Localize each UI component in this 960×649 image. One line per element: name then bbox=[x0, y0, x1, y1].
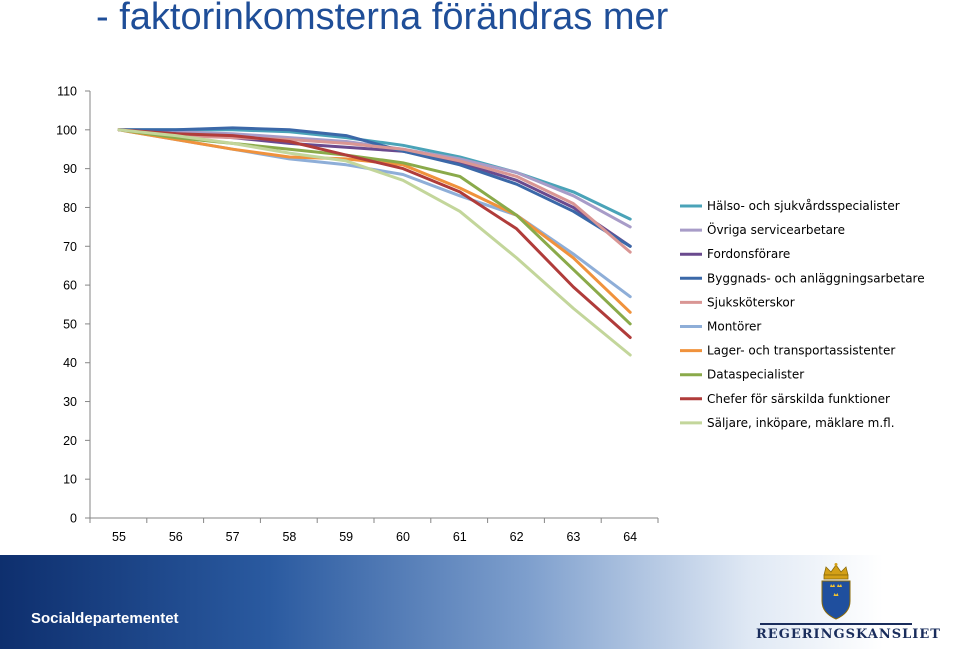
series-line-9 bbox=[117, 128, 632, 339]
legend-label: Säljare, inköpare, mäklare m.fl. bbox=[707, 416, 895, 430]
legend: Hälso- och sjukvårdsspecialister Övriga s… bbox=[680, 199, 925, 430]
series-lines bbox=[117, 126, 632, 357]
x-tick-label: 55 bbox=[112, 530, 126, 544]
y-tick-label: 0 bbox=[70, 512, 77, 526]
x-tick-label: 60 bbox=[396, 530, 410, 544]
x-tick-label: 57 bbox=[226, 530, 240, 544]
department-label: Socialdepartementet bbox=[31, 610, 179, 627]
legend-label: Hälso- och sjukvårdsspecialister bbox=[707, 199, 900, 213]
y-tick-label: 10 bbox=[63, 473, 77, 487]
series-line-7 bbox=[117, 128, 632, 314]
x-tick-label: 62 bbox=[510, 530, 524, 544]
y-tick-label: 20 bbox=[63, 434, 77, 448]
chart-axes bbox=[85, 90, 659, 523]
y-tick-label: 40 bbox=[63, 356, 77, 370]
page-title: - faktorinkomsterna förändras mer bbox=[96, 0, 669, 38]
legend-label: Lager- och transportassistenter bbox=[707, 344, 895, 358]
series-line-10 bbox=[117, 128, 632, 357]
crown-shield-icon bbox=[821, 563, 851, 620]
legend-label: Dataspecialister bbox=[707, 368, 804, 382]
x-tick-label: 63 bbox=[566, 530, 580, 544]
legend-label: Montörer bbox=[707, 320, 761, 334]
line-chart: 0 10 20 30 40 50 60 70 80 90 100 110 55 56 57 58 59 60 61… bbox=[56, 85, 925, 545]
y-tick-label: 80 bbox=[63, 201, 77, 215]
legend-label: Övriga servicearbetare bbox=[707, 221, 845, 237]
y-tick-label: 50 bbox=[63, 317, 77, 331]
series-line-8 bbox=[117, 128, 632, 326]
x-tick-label: 58 bbox=[282, 530, 296, 544]
x-tick-label: 64 bbox=[623, 530, 637, 544]
y-tick-label: 90 bbox=[63, 162, 77, 176]
y-tick-label: 60 bbox=[63, 279, 77, 293]
x-tick-label: 61 bbox=[453, 530, 467, 544]
regeringskansliet-logo: REGERINGSKANSLIET bbox=[756, 563, 941, 647]
logo-rule bbox=[760, 623, 912, 625]
footer-banner: Socialdepartementet REGERINGSKANSLIET bbox=[0, 555, 960, 649]
y-tick-label: 100 bbox=[56, 123, 77, 137]
series-line-4 bbox=[117, 126, 632, 248]
series-line-6 bbox=[117, 128, 632, 299]
x-tick-label: 59 bbox=[339, 530, 353, 544]
x-axis-tick-labels: 55 56 57 58 59 60 61 62 63 64 bbox=[112, 530, 637, 544]
y-tick-label: 110 bbox=[57, 85, 77, 99]
legend-label: Fordonsförare bbox=[707, 247, 790, 261]
legend-label: Byggnads- och anläggningsarbetare bbox=[707, 271, 925, 285]
logo-wordmark: REGERINGSKANSLIET bbox=[756, 627, 941, 642]
legend-label: Chefer för särskilda funktioner bbox=[707, 392, 890, 406]
y-tick-label: 70 bbox=[63, 240, 77, 254]
y-tick-label: 30 bbox=[63, 395, 77, 409]
x-tick-label: 56 bbox=[169, 530, 183, 544]
legend-label: Sjuksköterskor bbox=[707, 295, 795, 309]
series-line-5 bbox=[117, 128, 632, 254]
y-axis-tick-labels: 0 10 20 30 40 50 60 70 80 90 100 110 bbox=[56, 85, 77, 526]
